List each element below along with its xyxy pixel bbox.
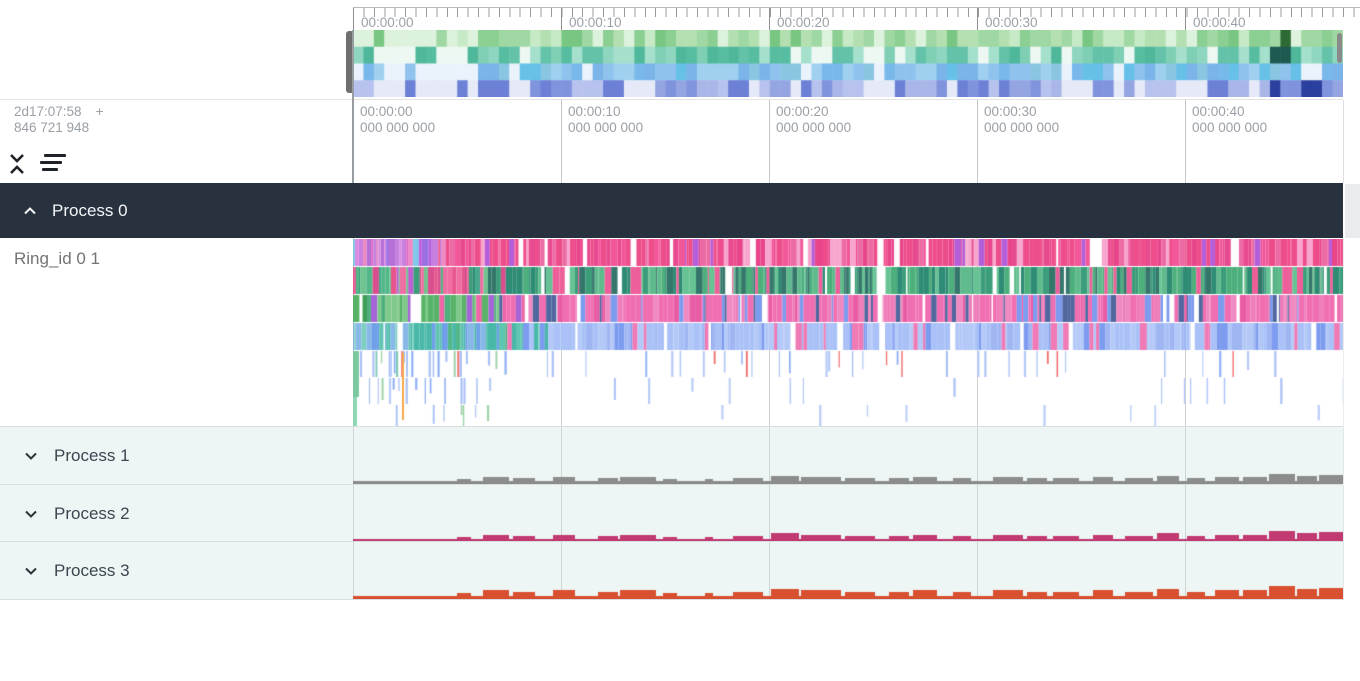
separator-line [0, 599, 1343, 600]
process-group-header-process-0[interactable]: Process 0 [0, 183, 1343, 238]
process-row-process-3[interactable]: Process 3 [0, 541, 1344, 599]
ruler-time-label: 00:00:30 000 000 000 [984, 104, 1060, 135]
collapse-all-icon[interactable] [7, 151, 27, 182]
process-group-title: Process 0 [52, 200, 128, 220]
trace-offset-plus: + [95, 104, 104, 119]
process-summary-track[interactable] [353, 542, 1344, 599]
gridline [561, 100, 562, 183]
process-row-header[interactable]: Process 3 [0, 542, 353, 599]
overview-major-tick [1185, 8, 1186, 35]
ruler-time-label: 00:00:40 000 000 000 [1192, 104, 1268, 135]
overview-time-label: 00:00:30 [985, 15, 1038, 30]
separator-line [0, 99, 1343, 100]
minimap-left-drag-handle[interactable] [346, 31, 354, 93]
ruler-time-label: 00:00:00 000 000 000 [360, 104, 436, 135]
process-row-header[interactable]: Process 1 [0, 427, 353, 484]
ruler-time-label: 00:00:20 000 000 000 [776, 104, 852, 135]
process-row-process-1[interactable]: Process 1 [0, 426, 1344, 484]
process-row-label: Process 2 [54, 503, 130, 523]
chevron-down-icon[interactable] [21, 504, 41, 524]
overview-major-tick [769, 8, 770, 35]
chevron-up-icon[interactable] [20, 201, 40, 221]
overview-time-label: 00:00:10 [569, 15, 622, 30]
overview-ruler[interactable]: 00:00:00 00:00:10 00:00:20 00:00:30 00:0… [353, 7, 1360, 35]
main-ruler-track[interactable]: 00:00:00 000 000 000 00:00:10 000 000 000 … [353, 100, 1344, 183]
gridline [769, 100, 770, 183]
process-row-process-2[interactable]: Process 2 [0, 484, 1344, 542]
trace-overview-minimap[interactable] [353, 30, 1343, 97]
ring-id-slices-canvas[interactable] [353, 239, 1343, 426]
trace-start-offset: 2d17:07:58 + 846 721 948 [14, 104, 103, 136]
overview-major-tick [561, 8, 562, 35]
scrollbar-thumb[interactable] [1345, 184, 1360, 238]
overview-time-label: 00:00:40 [1193, 15, 1246, 30]
track-label-ring-id[interactable]: Ring_id 0 1 [14, 249, 101, 268]
overview-minor-ticks [353, 8, 1360, 17]
process-row-label: Process 1 [54, 445, 130, 465]
overview-major-tick [977, 8, 978, 35]
trace-offset-nanos: 846 721 948 [14, 120, 90, 135]
process-summary-track[interactable] [353, 485, 1344, 542]
minimap-right-drag-handle[interactable] [1337, 33, 1342, 63]
ruler-time-label: 00:00:10 000 000 000 [568, 104, 644, 135]
chevron-down-icon[interactable] [21, 561, 41, 581]
overview-time-label: 00:00:20 [777, 15, 830, 30]
chevron-down-icon[interactable] [21, 446, 41, 466]
counter-track-canvas[interactable] [353, 427, 1343, 484]
gridline [977, 100, 978, 183]
counter-track-canvas[interactable] [353, 542, 1343, 599]
counter-track-canvas[interactable] [353, 485, 1343, 542]
main-ruler-panel[interactable]: 2d17:07:58 + 846 721 948 00:00:00 000 000 … [0, 100, 1344, 183]
trace-offset-days: 2d17:07:58 [14, 104, 82, 119]
process-summary-track[interactable] [353, 427, 1344, 484]
ring-id-slice-track[interactable] [353, 238, 1343, 427]
time-zero-line [352, 30, 354, 183]
overview-major-tick [353, 8, 354, 35]
gridline [1185, 100, 1186, 183]
minimap-heatmap-canvas[interactable] [353, 30, 1343, 97]
overview-time-label: 00:00:00 [361, 15, 414, 30]
process-row-header[interactable]: Process 2 [0, 485, 353, 542]
track-row-ring-id[interactable]: Ring_id 0 1 [0, 238, 1344, 427]
process-row-label: Process 3 [54, 560, 130, 580]
